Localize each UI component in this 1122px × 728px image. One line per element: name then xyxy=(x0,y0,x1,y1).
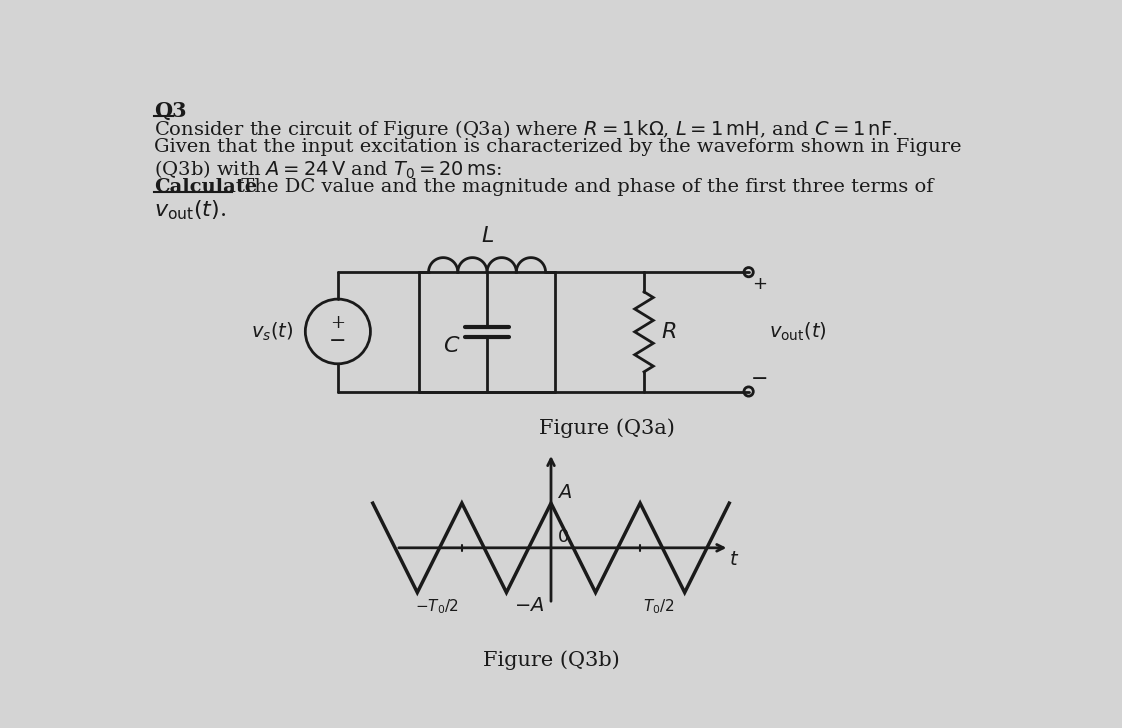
Text: +: + xyxy=(752,275,767,293)
Text: $t$: $t$ xyxy=(729,551,739,569)
Text: The DC value and the magnitude and phase of the first three terms of: The DC value and the magnitude and phase… xyxy=(234,178,934,197)
Text: $L$: $L$ xyxy=(480,225,494,247)
Text: Calculate: Calculate xyxy=(154,178,257,197)
Text: $T_0/2$: $T_0/2$ xyxy=(643,597,674,616)
Text: Q3: Q3 xyxy=(154,101,187,122)
Text: (Q3b) with $A = 24\,\mathrm{V}$ and $T_0 = 20\,\mathrm{ms}$:: (Q3b) with $A = 24\,\mathrm{V}$ and $T_0… xyxy=(154,158,503,181)
Text: Figure (Q3b): Figure (Q3b) xyxy=(482,650,619,670)
Text: $C$: $C$ xyxy=(443,335,461,357)
Text: Given that the input excitation is characterized by the waveform shown in Figure: Given that the input excitation is chara… xyxy=(154,138,962,157)
Text: $-T_0/2$: $-T_0/2$ xyxy=(415,597,459,616)
Text: Figure (Q3a): Figure (Q3a) xyxy=(540,419,675,438)
Text: Consider the circuit of Figure (Q3a) where $R = 1\,\mathrm{k\Omega}$, $L = 1\,\m: Consider the circuit of Figure (Q3a) whe… xyxy=(154,118,898,141)
Text: −: − xyxy=(751,369,769,389)
Text: $v_{\mathrm{out}}(t)$.: $v_{\mathrm{out}}(t)$. xyxy=(154,198,227,222)
Text: $A$: $A$ xyxy=(558,483,572,502)
Text: −: − xyxy=(329,332,347,351)
Text: $R$: $R$ xyxy=(661,321,677,343)
Text: $-A$: $-A$ xyxy=(515,597,545,615)
Text: +: + xyxy=(330,314,346,332)
Text: $v_s(t)$: $v_s(t)$ xyxy=(250,320,293,343)
Text: $0$: $0$ xyxy=(558,529,569,546)
Text: $v_{\mathrm{out}}(t)$: $v_{\mathrm{out}}(t)$ xyxy=(769,321,827,343)
